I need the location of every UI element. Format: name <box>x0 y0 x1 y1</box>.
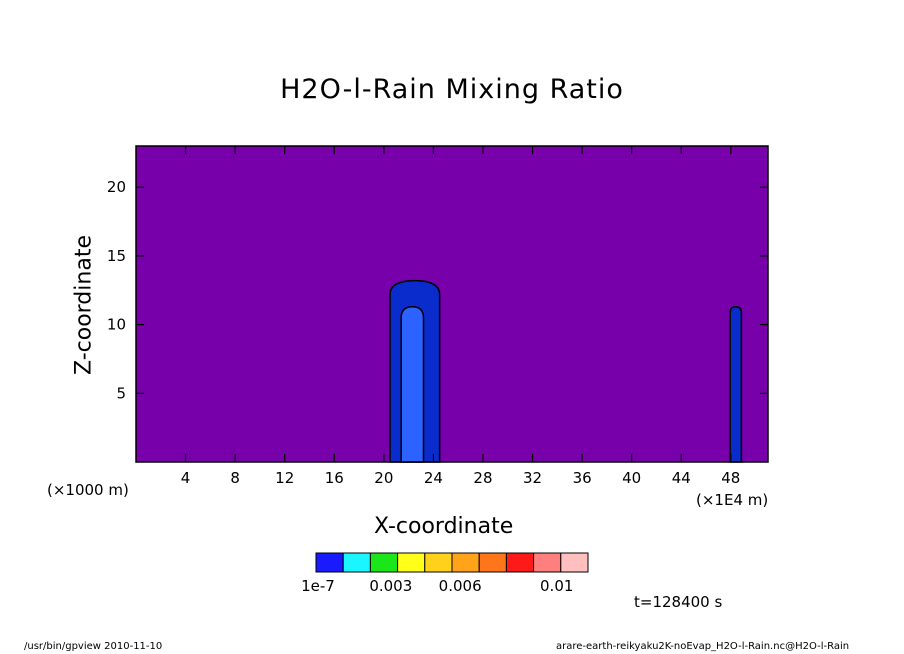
colorbar-label: 0.003 <box>369 577 412 595</box>
x-axis-unit-left: (×1000 m) <box>47 481 129 499</box>
y-axis-label: Z-coordinate <box>71 235 97 375</box>
x-tick-label: 12 <box>275 469 294 487</box>
plot-area <box>135 145 769 463</box>
y-tick-label: 5 <box>116 384 126 402</box>
plot-frame <box>135 145 769 463</box>
x-axis-ticks: 4 8 12 16 20 24 28 32 36 40 44 48 <box>181 146 740 487</box>
x-tick-label: 4 <box>181 469 191 487</box>
colorbar-swatch <box>424 552 453 573</box>
y-tick-label: 15 <box>107 247 126 265</box>
x-axis-label: X-coordinate <box>374 514 514 539</box>
y-axis-ticks: 5 10 15 20 <box>107 178 768 402</box>
x-tick-label: 24 <box>424 469 443 487</box>
x-tick-label: 32 <box>523 469 542 487</box>
x-tick-label: 48 <box>721 469 740 487</box>
contour-region-3 <box>729 305 743 463</box>
colorbar-swatch <box>560 552 589 573</box>
colorbar-swatch <box>369 552 399 573</box>
contour-region-2 <box>400 305 425 463</box>
y-tick-label: 20 <box>107 178 126 196</box>
x-tick-label: 36 <box>573 469 592 487</box>
x-tick-label: 16 <box>325 469 344 487</box>
colorbar-label: 0.01 <box>540 577 573 595</box>
colorbar-swatch <box>505 552 535 573</box>
colorbar-swatch <box>315 552 344 573</box>
colorbar-swatch <box>451 552 480 573</box>
colorbar-swatch <box>533 552 562 573</box>
colorbar-label: 1e-7 <box>301 577 335 595</box>
x-tick-label: 40 <box>622 469 641 487</box>
footer-filename: arare-earth-reikyaku2K-noEvap_H2O-l-Rain… <box>556 641 850 652</box>
x-axis-unit-right: (×1E4 m) <box>696 491 769 509</box>
colorbar-swatch <box>342 552 371 573</box>
x-tick-label: 44 <box>672 469 691 487</box>
footer-program-date: /usr/bin/gpview 2010-11-10 <box>24 641 163 652</box>
y-tick-label: 10 <box>107 316 126 334</box>
colorbar: 1e-7 0.003 0.006 0.01 <box>301 552 589 595</box>
time-label: t=128400 s <box>634 593 723 611</box>
chart-title: H2O-l-Rain Mixing Ratio <box>280 74 624 105</box>
colorbar-swatch <box>397 552 426 573</box>
field-background <box>136 146 768 462</box>
x-tick-label: 8 <box>230 469 240 487</box>
x-tick-label: 28 <box>473 469 492 487</box>
colorbar-label: 0.006 <box>439 577 482 595</box>
colorbar-swatch <box>478 552 507 573</box>
x-tick-label: 20 <box>374 469 393 487</box>
